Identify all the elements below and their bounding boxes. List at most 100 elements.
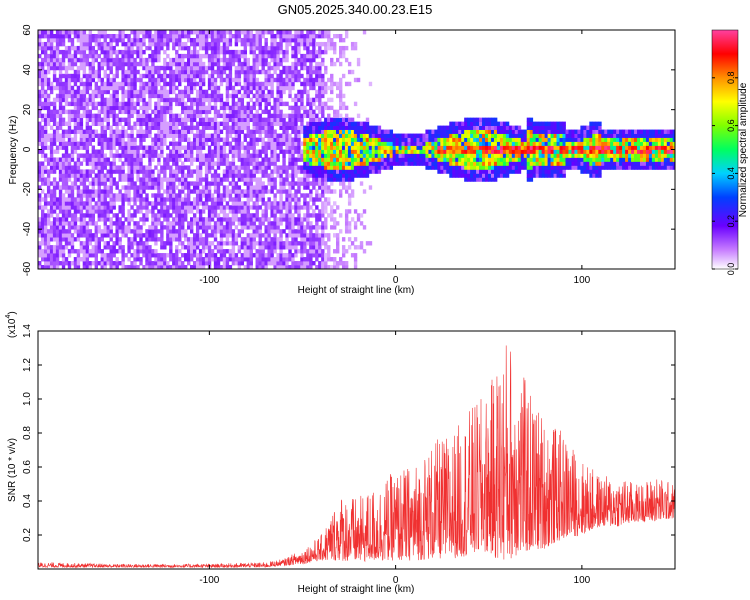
heatmap-cell [309, 61, 313, 67]
heatmap-cell [213, 173, 218, 178]
heatmap-cell [154, 225, 158, 230]
heatmap-cell [175, 249, 179, 254]
heatmap-cell [67, 33, 72, 39]
heatmap-cell [88, 201, 93, 206]
heatmap-cell [198, 129, 203, 134]
heatmap-cell [58, 133, 63, 138]
heatmap-cell [157, 141, 161, 146]
heatmap-cell [282, 133, 286, 138]
heatmap-cell [133, 61, 137, 67]
heatmap-cell [52, 37, 57, 43]
heatmap-cell [309, 69, 313, 75]
heatmap-cell [237, 245, 242, 250]
heatmap-cell [160, 129, 164, 134]
heatmap-cell [85, 85, 90, 91]
heatmap-cell [303, 77, 307, 83]
heatmap-cell [91, 65, 96, 71]
heatmap-cell [285, 169, 289, 174]
heatmap-cell [282, 113, 286, 119]
heatmap-cell [234, 53, 239, 59]
heatmap-cell [103, 97, 107, 103]
heatmap-cell [207, 161, 212, 166]
heatmap-cell [273, 41, 277, 47]
heatmap-cell [231, 197, 236, 202]
heatmap-cell [40, 225, 45, 230]
heatmap-cell [100, 117, 104, 123]
heatmap-cell [58, 105, 63, 111]
heatmap-cell [338, 93, 343, 99]
heatmap-cell [145, 217, 149, 222]
heatmap-cell [249, 133, 253, 138]
heatmap-cell [315, 117, 319, 123]
heatmap-cell [243, 149, 248, 154]
heatmap-cell [58, 33, 63, 39]
heatmap-cell [94, 165, 98, 170]
heatmap-cell [231, 261, 236, 266]
heatmap-cell [300, 53, 304, 59]
heatmap-cell [267, 129, 271, 134]
heatmap-cell [166, 37, 170, 43]
heatmap-cell [198, 149, 203, 154]
heatmap-cell [252, 149, 256, 154]
heatmap-cell [258, 57, 262, 63]
heatmap-cell [139, 241, 143, 246]
heatmap-cell [333, 261, 337, 266]
heatmap-cell [163, 253, 167, 258]
heatmap-cell [46, 133, 51, 138]
heatmap-cell [163, 109, 167, 115]
heatmap-cell [273, 129, 277, 134]
heatmap-cell [216, 30, 221, 35]
heatmap-cell [157, 41, 161, 47]
heatmap-cell [222, 161, 227, 166]
heatmap-cell [43, 45, 48, 51]
heatmap-cell [124, 93, 128, 99]
heatmap-cell [225, 85, 230, 91]
heatmap-cell [127, 169, 131, 174]
heatmap-cell [94, 173, 98, 178]
heatmap-cell [195, 121, 200, 126]
heatmap-cell [210, 165, 215, 170]
heatmap-cell [82, 225, 87, 230]
heatmap-cell [61, 257, 66, 262]
heatmap-cell [88, 173, 93, 178]
heatmap-cell [55, 205, 60, 210]
heatmap-cell [127, 37, 131, 43]
heatmap-cell [279, 229, 283, 234]
heatmap-cell [303, 81, 307, 87]
heatmap-cell [270, 153, 274, 158]
heatmap-cell [61, 261, 66, 266]
heatmap-cell [207, 41, 212, 47]
heatmap-cell [210, 33, 215, 39]
heatmap-cell [76, 65, 81, 71]
heatmap-cell [219, 221, 224, 226]
heatmap-cell [195, 185, 200, 190]
heatmap-cell [76, 189, 81, 194]
heatmap-cell [246, 85, 250, 91]
heatmap-cell [61, 65, 66, 71]
heatmap-cell [234, 129, 239, 134]
heatmap-cell [264, 129, 268, 134]
heatmap-cell [240, 117, 245, 123]
heatmap-cell [157, 125, 161, 130]
heatmap-cell [198, 209, 203, 214]
heatmap-cell [64, 245, 69, 250]
heatmap-cell [88, 261, 93, 266]
heatmap-cell [303, 245, 307, 250]
heatmap-cell [237, 173, 242, 178]
heatmap-cell [291, 81, 295, 87]
heatmap-cell [291, 69, 295, 75]
heatmap-cell [154, 113, 158, 119]
heatmap-cell [82, 41, 87, 47]
heatmap-cell [38, 225, 42, 230]
heatmap-cell [327, 177, 331, 182]
heatmap-cell [169, 109, 173, 115]
heatmap-cell [82, 229, 87, 234]
heatmap-cell [115, 125, 119, 130]
heatmap-cell [43, 229, 48, 234]
heatmap-cell [118, 101, 122, 107]
heatmap-cell [318, 69, 322, 75]
heatmap-cell [228, 93, 233, 99]
heatmap-cell [225, 165, 230, 170]
heatmap-cell [338, 53, 343, 59]
heatmap-cell [151, 121, 155, 126]
